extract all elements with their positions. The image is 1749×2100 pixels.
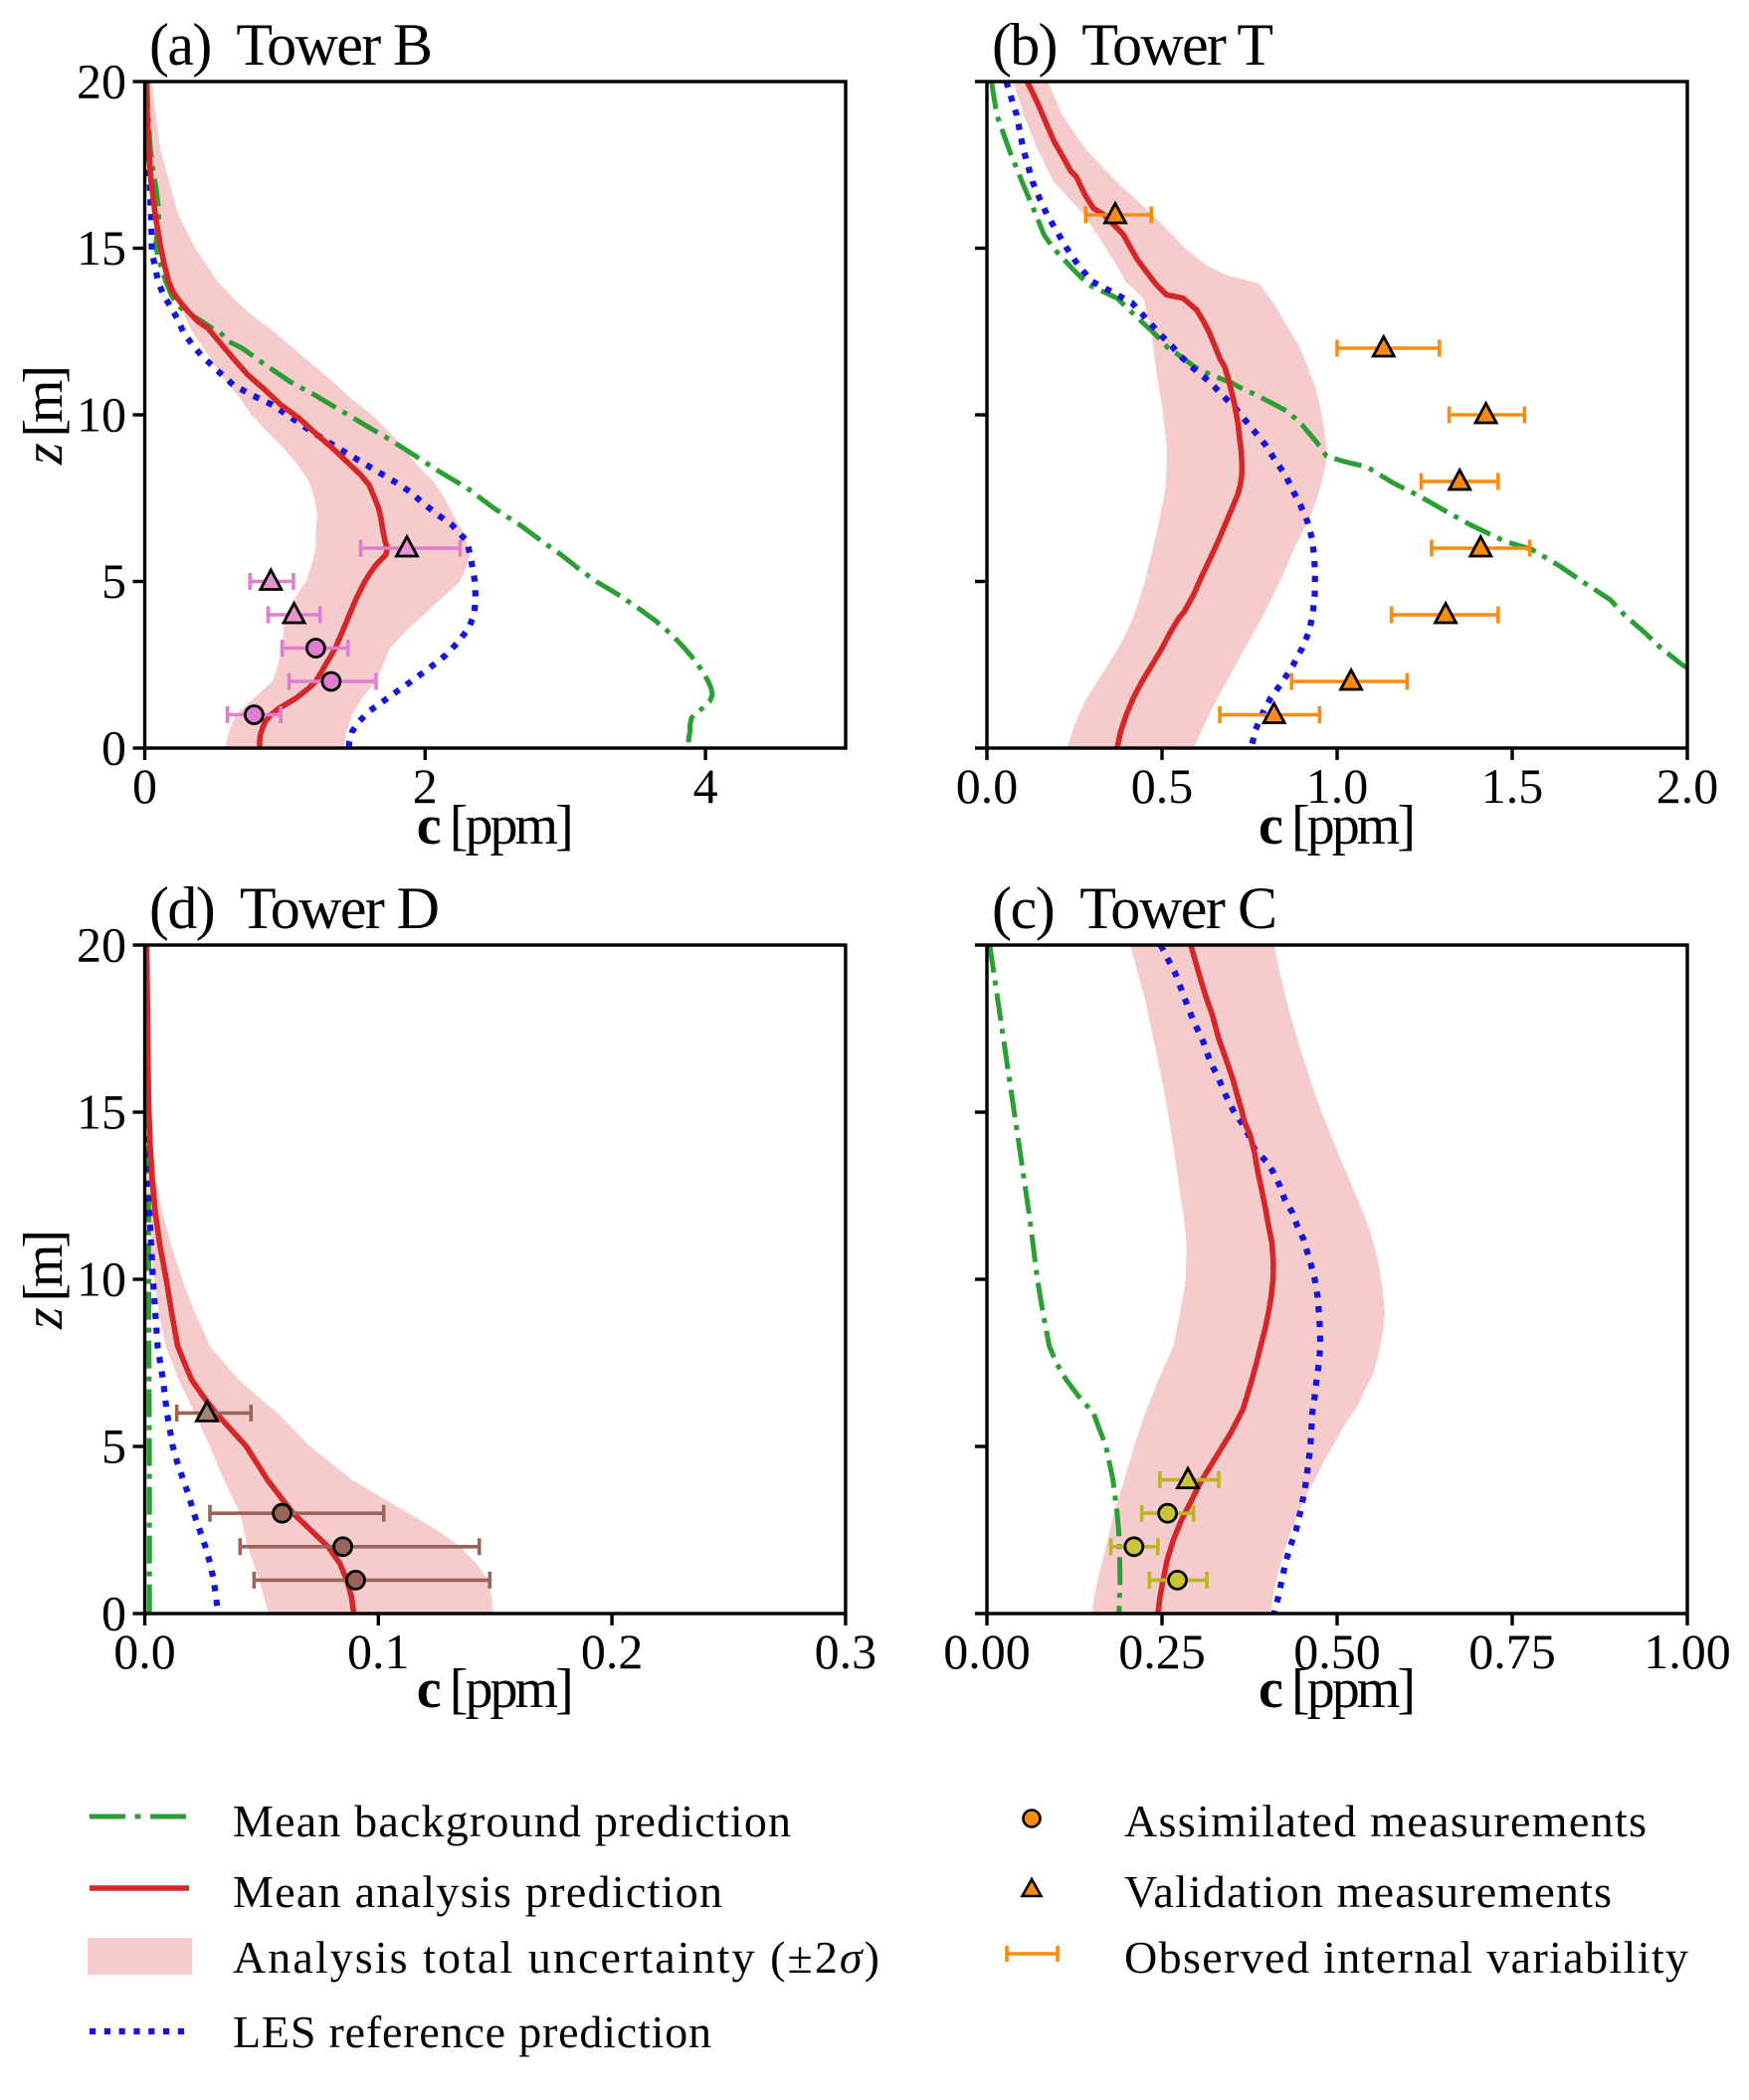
svg-text:15: 15: [77, 220, 126, 276]
svg-text:10: 10: [77, 387, 126, 443]
svg-text:0.75: 0.75: [1468, 1623, 1556, 1679]
svg-text:(d) Tower D: (d) Tower D: [149, 875, 440, 941]
svg-text:10: 10: [77, 1251, 126, 1307]
svg-text:0.1: 0.1: [347, 1623, 410, 1679]
svg-text:20: 20: [77, 54, 126, 109]
svg-text:0: 0: [132, 758, 157, 814]
svg-text:Validation measurements: Validation measurements: [1124, 1866, 1612, 1917]
svg-text:0.50: 0.50: [1293, 1623, 1381, 1679]
svg-text:Mean analysis prediction: Mean analysis prediction: [233, 1866, 722, 1917]
svg-text:5: 5: [101, 1419, 126, 1474]
svg-text:z [m]: z [m]: [13, 1230, 75, 1330]
svg-text:1.5: 1.5: [1481, 758, 1544, 814]
svg-text:c [ppm]: c [ppm]: [417, 1658, 574, 1720]
svg-text:0.5: 0.5: [1131, 758, 1194, 814]
svg-text:c [ppm]: c [ppm]: [1259, 1658, 1416, 1720]
svg-text:z [m]: z [m]: [13, 365, 75, 466]
svg-text:(a) Tower B: (a) Tower B: [149, 12, 433, 78]
svg-text:2.0: 2.0: [1656, 758, 1719, 814]
svg-text:0.2: 0.2: [581, 1623, 644, 1679]
svg-text:0.3: 0.3: [815, 1623, 877, 1679]
svg-text:(c) Tower C: (c) Tower C: [992, 875, 1277, 941]
svg-text:0.25: 0.25: [1118, 1623, 1206, 1679]
svg-text:(b) Tower T: (b) Tower T: [992, 12, 1273, 78]
svg-text:Assimilated measurements: Assimilated measurements: [1124, 1796, 1647, 1846]
svg-text:LES reference prediction: LES reference prediction: [233, 2006, 711, 2057]
svg-text:1.0: 1.0: [1306, 758, 1369, 814]
svg-text:5: 5: [101, 553, 126, 609]
svg-text:0: 0: [101, 1586, 126, 1641]
svg-text:0: 0: [101, 720, 126, 776]
svg-text:Mean background prediction: Mean background prediction: [233, 1796, 791, 1846]
svg-text:Analysis total uncertainty (±2: Analysis total uncertainty (±2σ): [233, 1932, 879, 1983]
svg-text:20: 20: [77, 917, 126, 973]
svg-text:c [ppm]: c [ppm]: [417, 795, 574, 857]
svg-text:4: 4: [693, 758, 718, 814]
svg-text:1.00: 1.00: [1644, 1623, 1731, 1679]
svg-text:Observed internal variability: Observed internal variability: [1124, 1932, 1688, 1983]
svg-text:0.0: 0.0: [113, 1623, 176, 1679]
svg-text:15: 15: [77, 1084, 126, 1140]
svg-text:c [ppm]: c [ppm]: [1259, 795, 1416, 857]
svg-text:2: 2: [413, 758, 438, 814]
svg-text:0.00: 0.00: [943, 1623, 1031, 1679]
svg-text:0.0: 0.0: [956, 758, 1019, 814]
